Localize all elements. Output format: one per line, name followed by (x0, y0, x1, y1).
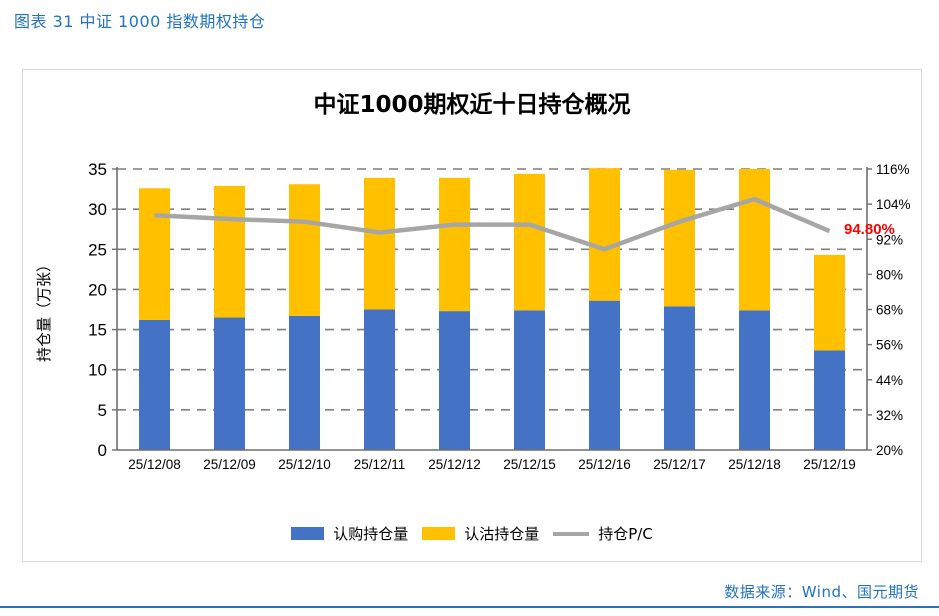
svg-text:10: 10 (88, 361, 107, 380)
svg-text:104%: 104% (876, 197, 911, 212)
svg-text:25/12/08: 25/12/08 (128, 457, 181, 472)
svg-text:56%: 56% (876, 338, 903, 353)
svg-text:80%: 80% (876, 267, 903, 282)
svg-text:25/12/10: 25/12/10 (278, 457, 331, 472)
svg-text:25/12/16: 25/12/16 (578, 457, 631, 472)
svg-text:92%: 92% (876, 232, 903, 247)
legend-item-call: 认购持仓量 (291, 523, 408, 544)
svg-text:25/12/18: 25/12/18 (728, 457, 781, 472)
put-swatch-icon (422, 527, 456, 540)
legend-label-put: 认沽持仓量 (464, 525, 540, 543)
svg-text:25/12/12: 25/12/12 (428, 457, 481, 472)
chart-panel: 0 5 10 15 20 25 30 35 20% 32% 44% 56% 68% 80% 92% 104% 1… (22, 69, 922, 562)
legend-label-pc: 持仓P/C (598, 525, 653, 543)
svg-text:68%: 68% (876, 303, 903, 318)
svg-text:25/12/15: 25/12/15 (503, 457, 556, 472)
data-source: 数据来源：Wind、国元期货 (724, 583, 919, 601)
chart-legend: 认购持仓量 认沽持仓量 持仓P/C (23, 523, 921, 544)
svg-text:32%: 32% (876, 408, 903, 423)
svg-text:5: 5 (98, 401, 107, 420)
svg-text:0: 0 (98, 441, 107, 460)
svg-text:35: 35 (88, 160, 107, 179)
pc-line-swatch-icon (553, 531, 590, 536)
legend-item-put: 认沽持仓量 (422, 523, 539, 544)
svg-text:20%: 20% (876, 443, 903, 458)
svg-text:25/12/09: 25/12/09 (203, 457, 256, 472)
bottom-divider (0, 606, 939, 608)
svg-text:44%: 44% (876, 373, 903, 388)
svg-text:15: 15 (88, 321, 107, 340)
svg-text:116%: 116% (876, 162, 910, 177)
svg-text:25/12/17: 25/12/17 (653, 457, 706, 472)
chart-title: 中证1000期权近十日持仓概况 (313, 92, 631, 118)
svg-text:25/12/19: 25/12/19 (803, 457, 856, 472)
svg-text:20: 20 (88, 280, 107, 299)
call-swatch-icon (291, 527, 325, 540)
legend-label-call: 认购持仓量 (333, 525, 409, 543)
legend-item-pc: 持仓P/C (553, 523, 653, 544)
combo-chart: 0 5 10 15 20 25 30 35 20% 32% 44% 56% 68% 80% 92% 104% 1… (36, 160, 911, 472)
svg-text:25/12/11: 25/12/11 (354, 457, 406, 472)
figure-caption: 图表 31 中证 1000 指数期权持仓 (14, 12, 266, 31)
svg-text:持仓量（万张）: 持仓量（万张） (36, 257, 53, 362)
pc-ratio-annotation: 94.80% (844, 221, 895, 238)
svg-text:25: 25 (88, 240, 107, 259)
svg-text:30: 30 (88, 200, 107, 219)
